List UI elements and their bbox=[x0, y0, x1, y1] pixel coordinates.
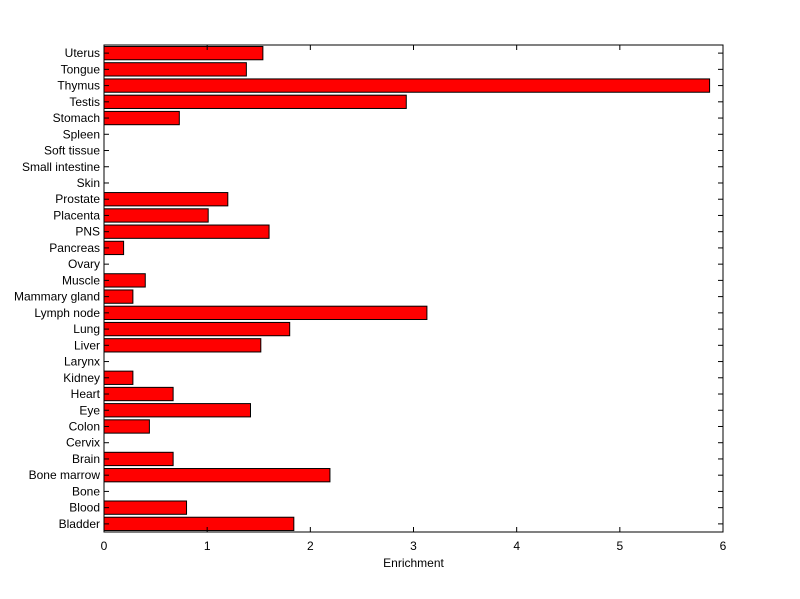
y-tick-label-testis: Testis bbox=[69, 95, 100, 109]
ticks-layer bbox=[103, 45, 724, 532]
bar-lung bbox=[103, 321, 291, 337]
x-tick-labels: 0 1 2 3 4 5 6 bbox=[101, 539, 727, 553]
y-tick-label-blood: Blood bbox=[69, 501, 100, 515]
x-tick-label-5: 5 bbox=[616, 539, 623, 553]
y-tick-label-prostate: Prostate bbox=[55, 192, 100, 206]
y-tick-label-skin: Skin bbox=[77, 176, 100, 190]
x-tick-label-3: 3 bbox=[410, 539, 417, 553]
y-tick-label-liver: Liver bbox=[74, 338, 100, 352]
y-tick-label-cervix: Cervix bbox=[66, 436, 100, 450]
y-tick-label-bladder: Bladder bbox=[59, 517, 100, 531]
bar-liver bbox=[103, 338, 262, 353]
y-tick-label-small-intestine: Small intestine bbox=[22, 160, 100, 174]
y-tick-label-tongue: Tongue bbox=[61, 62, 101, 76]
bar-uterus bbox=[103, 45, 264, 61]
x-tick-label-4: 4 bbox=[513, 539, 520, 553]
bar-stomach bbox=[103, 110, 180, 126]
bar-bladder bbox=[103, 516, 295, 532]
y-tick-label-kidney: Kidney bbox=[63, 371, 100, 385]
bars-layer bbox=[103, 45, 711, 532]
y-tick-label-pancreas: Pancreas bbox=[49, 241, 100, 255]
y-tick-label-spleen: Spleen bbox=[63, 127, 100, 141]
x-axis-title: Enrichment bbox=[383, 556, 444, 570]
x-tick-label-6: 6 bbox=[720, 539, 727, 553]
y-tick-label-mammary-gland: Mammary gland bbox=[14, 290, 100, 304]
y-tick-label-pns: PNS bbox=[75, 225, 100, 239]
y-tick-label-bone: Bone bbox=[72, 484, 100, 498]
y-tick-label-soft-tissue: Soft tissue bbox=[44, 144, 100, 158]
y-tick-label-heart: Heart bbox=[71, 387, 101, 401]
bar-heart bbox=[103, 386, 174, 402]
bar-testis bbox=[103, 94, 407, 109]
x-tick-label-1: 1 bbox=[204, 539, 211, 553]
y-tick-label-bone-marrow: Bone marrow bbox=[29, 468, 101, 482]
y-tick-label-stomach: Stomach bbox=[53, 111, 100, 125]
bar-tongue bbox=[103, 62, 247, 77]
bar-blood bbox=[103, 500, 188, 515]
bar-placenta bbox=[103, 208, 209, 223]
y-tick-label-ovary: Ovary bbox=[68, 257, 100, 271]
bar-lymph-node bbox=[103, 305, 428, 321]
bar-pns bbox=[103, 224, 270, 239]
bar-bone-marrow bbox=[103, 468, 331, 483]
bar-muscle bbox=[103, 273, 146, 288]
y-tick-label-larynx: Larynx bbox=[64, 355, 100, 369]
y-tick-label-thymus: Thymus bbox=[57, 79, 100, 93]
bar-prostate bbox=[103, 192, 229, 207]
y-tick-labels: Bladder Blood Bone Bone marrow Brain Cervix Co… bbox=[14, 46, 101, 531]
y-tick-label-lymph-node: Lymph node bbox=[34, 306, 100, 320]
y-tick-label-colon: Colon bbox=[69, 419, 100, 433]
bar-brain bbox=[103, 451, 174, 467]
bar-eye bbox=[103, 403, 251, 418]
y-tick-label-muscle: Muscle bbox=[62, 273, 100, 287]
y-tick-label-lung: Lung bbox=[73, 322, 100, 336]
y-tick-label-eye: Eye bbox=[79, 403, 100, 417]
y-tick-label-brain: Brain bbox=[72, 452, 100, 466]
bar-colon bbox=[103, 419, 150, 434]
bar-thymus bbox=[103, 78, 711, 93]
y-tick-label-placenta: Placenta bbox=[53, 208, 100, 222]
y-tick-label-uterus: Uterus bbox=[65, 46, 100, 60]
x-tick-label-2: 2 bbox=[307, 539, 314, 553]
x-tick-label-0: 0 bbox=[101, 539, 108, 553]
plot-frame bbox=[103, 44, 724, 533]
